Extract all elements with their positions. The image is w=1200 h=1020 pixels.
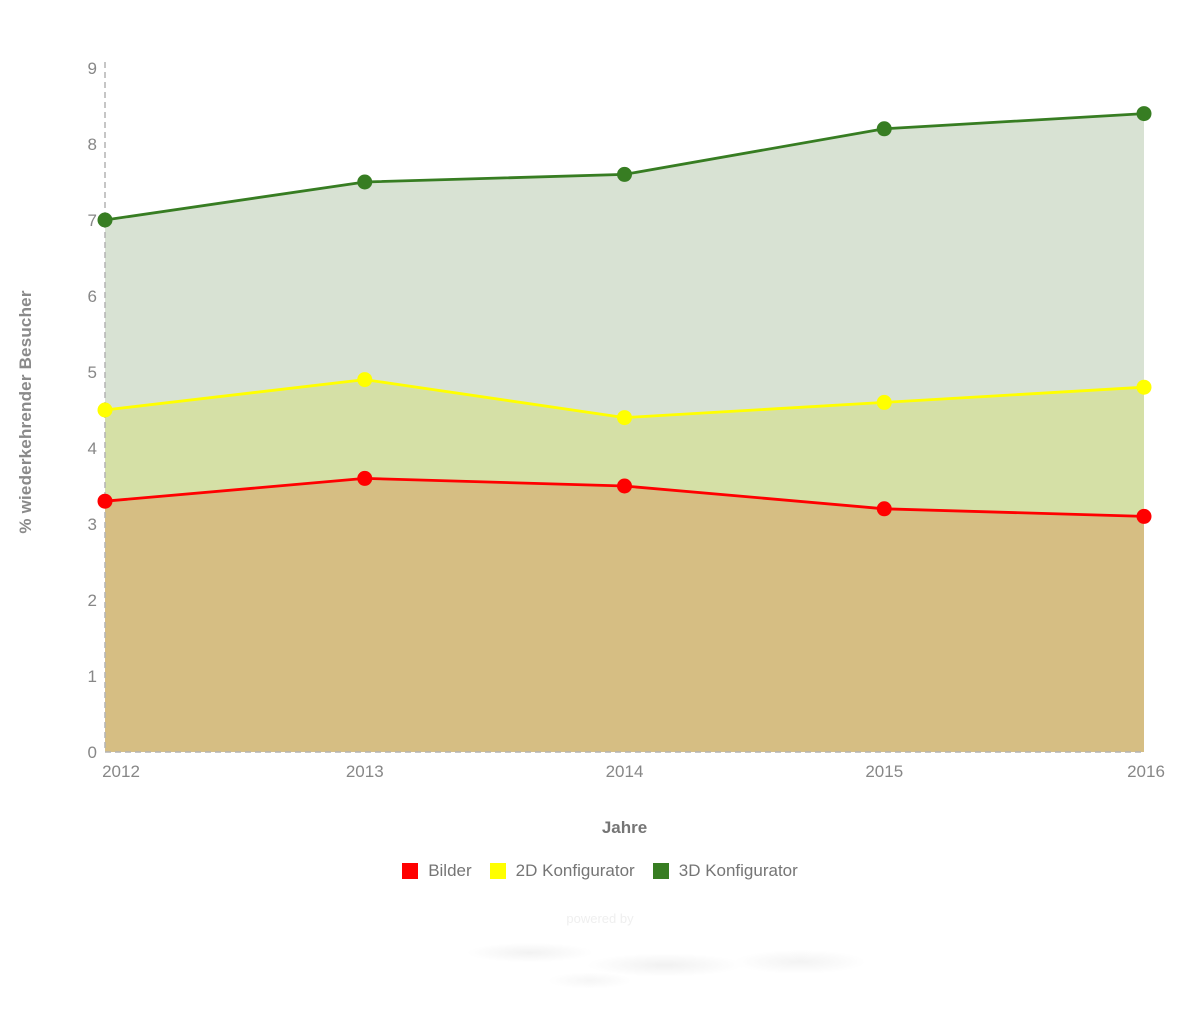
data-point-3d-konfigurator-2014[interactable] [617, 166, 632, 182]
data-point-3d-konfigurator-2012[interactable] [97, 212, 113, 228]
y-tick-label-4: 4 [88, 439, 97, 458]
y-tick-label-8: 8 [88, 135, 97, 154]
watermark-powered-by: powered by [566, 911, 634, 926]
data-point-bilder-2013[interactable] [357, 470, 373, 486]
x-tick-label-2012: 2012 [102, 762, 140, 781]
data-point-3d-konfigurator-2015[interactable] [876, 121, 892, 137]
x-tick-label-2013: 2013 [346, 762, 384, 781]
legend-label-3d-konfigurator: 3D Konfigurator [678, 861, 798, 880]
legend-label-bilder: Bilder [428, 861, 472, 880]
y-tick-label-7: 7 [88, 211, 97, 230]
y-tick-label-2: 2 [88, 591, 97, 610]
legend-swatch-3d-konfigurator [652, 863, 669, 879]
legend-swatch-2d-konfigurator [489, 863, 506, 879]
data-point-2d-konfigurator-2013[interactable] [357, 372, 373, 388]
x-tick-label-2014: 2014 [606, 762, 644, 781]
data-point-bilder-2012[interactable] [97, 493, 113, 509]
legend-item-2d-konfigurator[interactable]: 2D Konfigurator [489, 861, 635, 881]
watermark: powered by [0, 905, 1200, 1015]
y-tick-label-0: 0 [88, 743, 97, 762]
data-point-bilder-2014[interactable] [617, 478, 632, 494]
y-tick-label-1: 1 [88, 667, 97, 686]
data-point-3d-konfigurator-2013[interactable] [357, 174, 373, 190]
y-tick-label-9: 9 [88, 59, 97, 78]
x-tick-label-2015: 2015 [865, 762, 903, 781]
data-point-3d-konfigurator-2016[interactable] [1136, 106, 1152, 122]
y-tick-label-6: 6 [88, 287, 97, 306]
data-point-2d-konfigurator-2015[interactable] [876, 394, 892, 410]
legend: Bilder 2D Konfigurator 3D Konfigurator [0, 861, 1200, 881]
data-point-bilder-2015[interactable] [876, 501, 892, 517]
y-tick-label-3: 3 [88, 515, 97, 534]
x-axis-title: Jahre [601, 818, 648, 837]
data-point-2d-konfigurator-2016[interactable] [1136, 379, 1152, 395]
data-point-2d-konfigurator-2012[interactable] [97, 402, 113, 418]
legend-swatch-bilder [402, 863, 419, 879]
area-chart: 0 1 2 3 4 5 6 7 8 9 2012 2013 2014 2015 2016 [88, 59, 1165, 781]
y-tick-label-5: 5 [88, 363, 97, 382]
data-point-2d-konfigurator-2014[interactable] [617, 410, 632, 426]
data-point-bilder-2016[interactable] [1136, 508, 1152, 524]
series-area-bilder [105, 478, 1144, 752]
legend-label-2d-konfigurator: 2D Konfigurator [515, 861, 635, 880]
x-tick-label-2016: 2016 [1127, 762, 1165, 781]
watermark-logo-ghost [440, 931, 940, 993]
legend-item-bilder[interactable]: Bilder [402, 861, 472, 881]
legend-item-3d-konfigurator[interactable]: 3D Konfigurator [652, 861, 798, 881]
